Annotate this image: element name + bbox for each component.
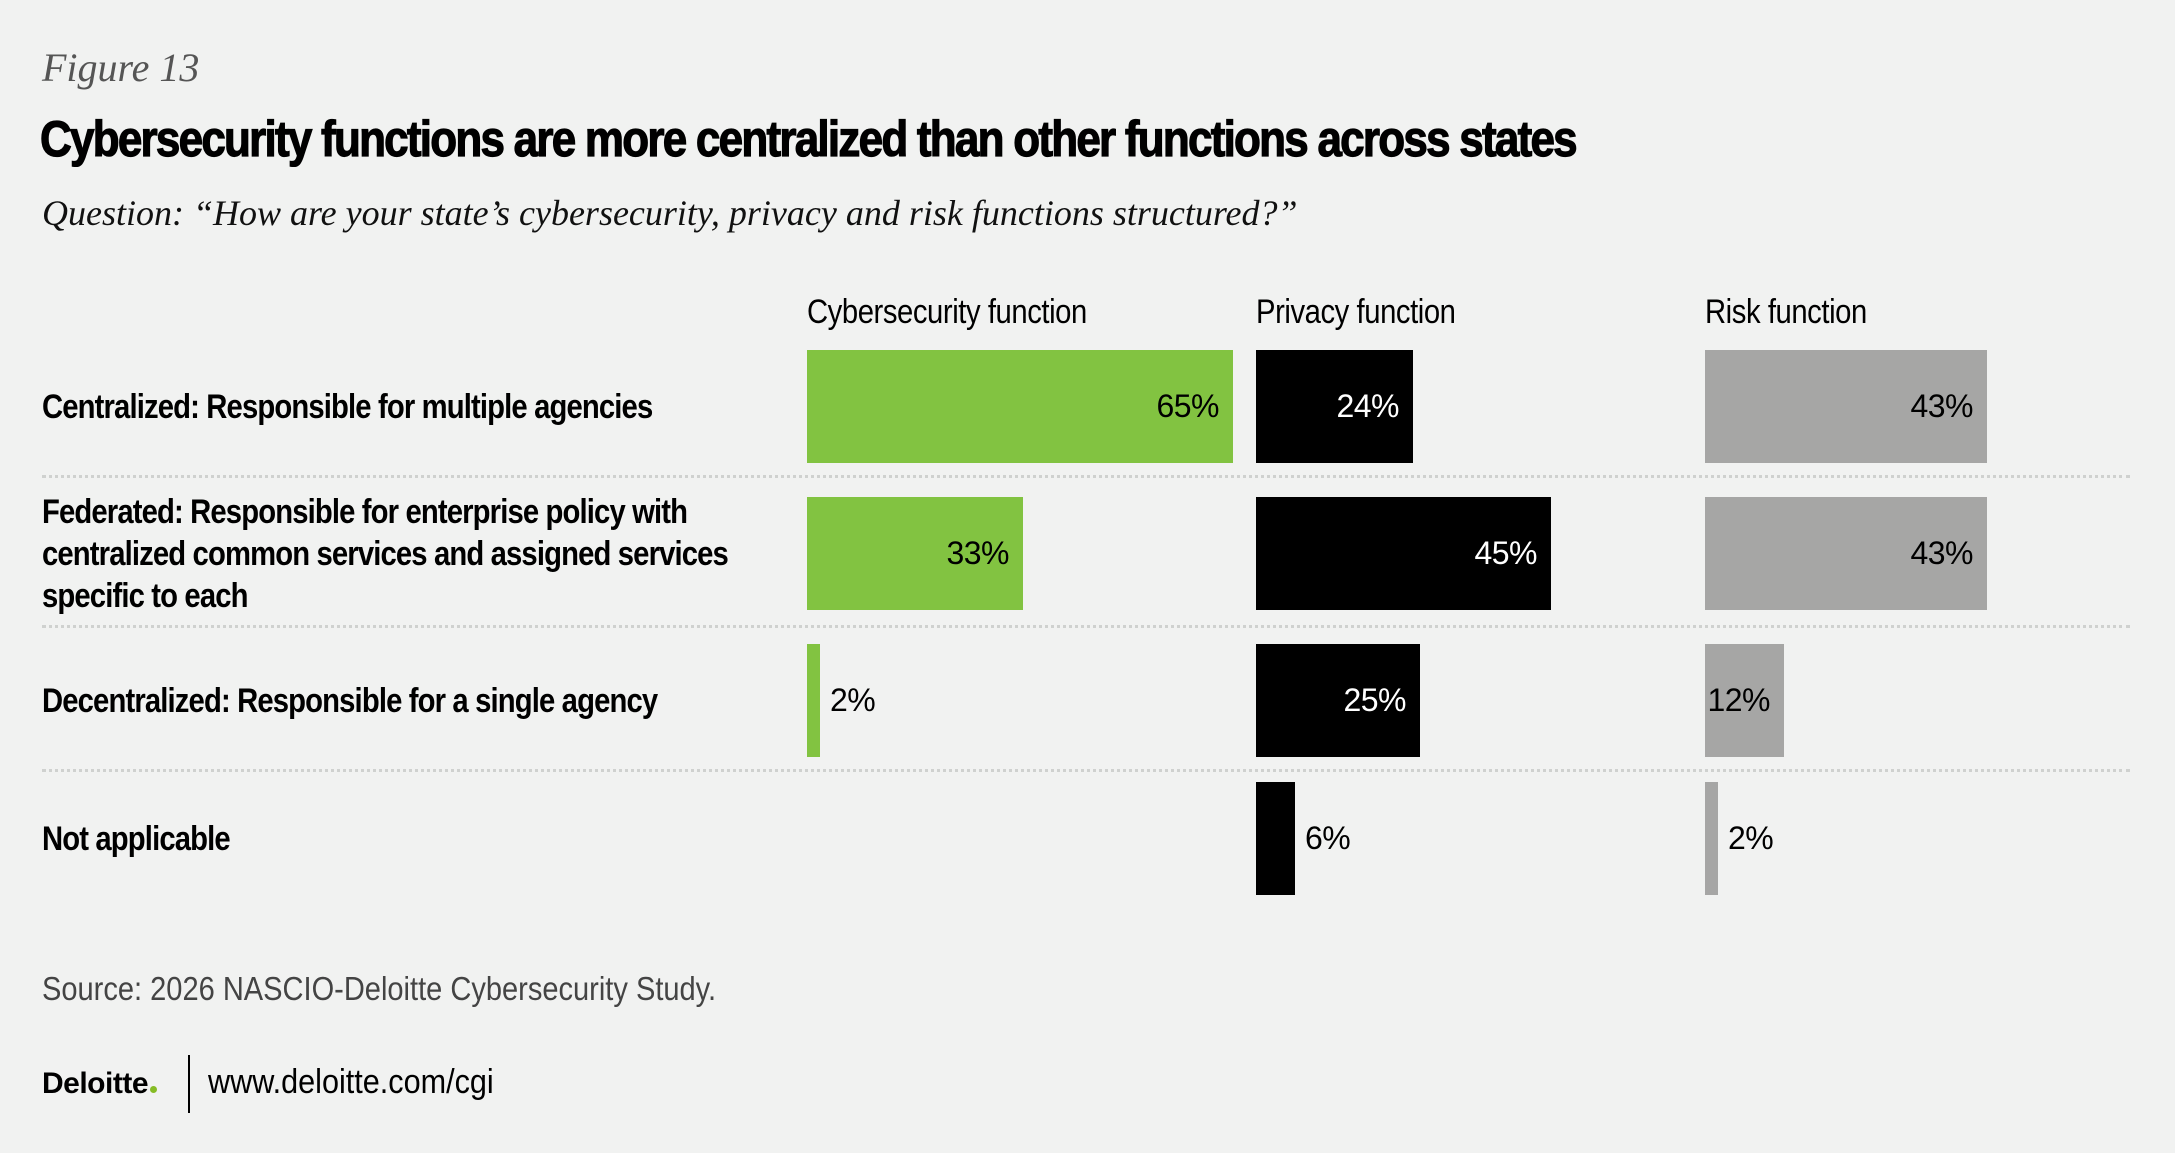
row-label-line: Not applicable	[42, 819, 231, 858]
bar-privacy-function	[1256, 644, 1420, 757]
bar-value-label: 2%	[830, 682, 876, 718]
column-header-risk-function: Risk function	[1705, 293, 1867, 331]
bar-value-label: 43%	[1910, 388, 1973, 424]
bar-risk-function	[1705, 350, 1987, 463]
chart-area: Cybersecurity function Privacy function Ri…	[42, 293, 2130, 895]
chart-title: Cybersecurity functions are more central…	[39, 110, 1578, 167]
bar-value-label: 25%	[1343, 682, 1406, 718]
logo-divider	[188, 1055, 190, 1113]
row-label: Federated: Responsible for enterprise po…	[42, 491, 729, 617]
bar-value-label: 33%	[946, 535, 1009, 571]
row-label-line: specific to each	[42, 576, 248, 615]
website-link[interactable]: www.deloitte.com/cgi	[208, 1063, 494, 1101]
deloitte-logo: Deloitte	[42, 1067, 158, 1101]
bar-value-label: 6%	[1305, 820, 1351, 856]
bar-cybersecurity-function	[807, 497, 1023, 610]
row-separator	[42, 475, 2130, 478]
bar-value-label: 12%	[1707, 682, 1770, 718]
logo-dot-icon	[150, 1086, 158, 1093]
row-label-line: Decentralized: Responsible for a single …	[42, 681, 658, 720]
bar-risk-function	[1705, 644, 1784, 757]
column-header-privacy-function: Privacy function	[1256, 293, 1456, 331]
bar-value-label: 24%	[1336, 388, 1399, 424]
row-separator	[42, 769, 2130, 772]
bar-value-label: 43%	[1910, 535, 1973, 571]
row-label-line: centralized common services and assigned…	[42, 534, 729, 573]
figure-label: Figure 13	[42, 45, 200, 90]
bar-value-label: 65%	[1156, 388, 1219, 424]
row-separator	[42, 625, 2130, 628]
bar-risk-function	[1705, 497, 1987, 610]
bar-risk-function	[1705, 782, 1718, 895]
row-label: Centralized: Responsible for multiple ag…	[42, 386, 653, 428]
bar-privacy-function	[1256, 782, 1295, 895]
source-note: Source: 2026 NASCIO-Deloitte Cybersecuri…	[42, 970, 717, 1007]
logo-text: Deloitte	[42, 1067, 149, 1100]
row-label: Not applicable	[42, 818, 231, 860]
column-header-cybersecurity-function: Cybersecurity function	[807, 293, 1087, 331]
bar-privacy-function	[1256, 497, 1551, 610]
row-label-line: Centralized: Responsible for multiple ag…	[42, 387, 653, 426]
bar-value-label: 2%	[1728, 820, 1774, 856]
bar-privacy-function	[1256, 350, 1413, 463]
bar-cybersecurity-function	[807, 350, 1233, 463]
row-label: Decentralized: Responsible for a single …	[42, 680, 658, 722]
row-label-line: Federated: Responsible for enterprise po…	[42, 492, 688, 531]
bar-value-label: 45%	[1474, 535, 1537, 571]
bar-cybersecurity-function	[807, 644, 820, 757]
chart-subtitle: Question: “How are your state’s cybersec…	[42, 193, 1298, 233]
